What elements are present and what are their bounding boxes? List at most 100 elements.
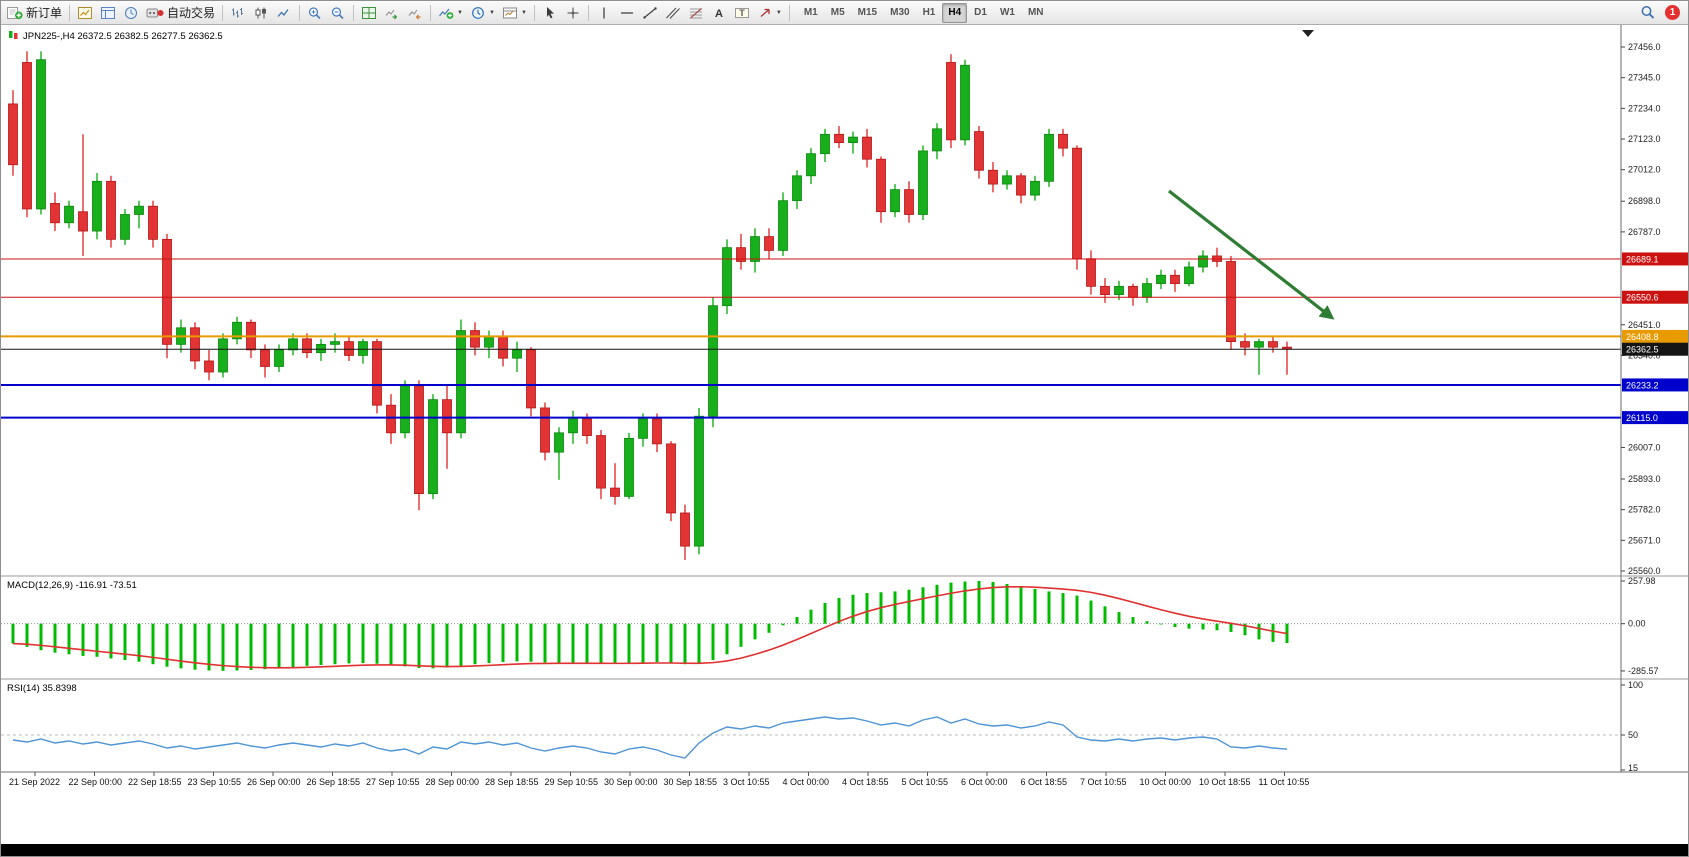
candle — [50, 192, 60, 232]
candle-body — [1016, 175, 1026, 196]
candle-body — [1184, 266, 1194, 284]
time-axis[interactable] — [1, 772, 1621, 794]
chevron-down-icon: ▼ — [488, 9, 495, 16]
new-order-icon — [7, 6, 23, 19]
time-axis-label: 22 Sep 18:55 — [128, 777, 182, 787]
timeframe-button-mn[interactable]: MN — [1027, 7, 1044, 18]
candle-body — [764, 236, 774, 251]
candle — [1254, 338, 1264, 375]
time-axis-label: 10 Oct 18:55 — [1199, 777, 1251, 787]
timeframe-button-h4[interactable]: H4 — [942, 2, 968, 23]
arrows-icon — [760, 8, 770, 17]
line-chart-icon — [277, 8, 289, 17]
candle-body — [722, 247, 732, 307]
candle-body — [1226, 261, 1236, 343]
line-chart-button[interactable] — [273, 3, 295, 23]
chart-area[interactable]: JPN225-,H4 26372.5 26382.5 26277.5 26362… — [1, 25, 1689, 857]
timeframe-button-m5[interactable]: M5 — [830, 7, 845, 18]
fibonacci-button[interactable] — [685, 3, 707, 23]
candle-body — [960, 64, 970, 141]
cursor-button[interactable] — [539, 3, 561, 23]
indicators-button[interactable]: ▼ — [435, 3, 466, 23]
candle — [708, 297, 718, 428]
chart-shift-button[interactable] — [404, 3, 426, 23]
chart-shift-marker[interactable] — [1302, 30, 1314, 37]
arrows-button[interactable]: ▼ — [754, 3, 785, 23]
candle-body — [1240, 341, 1250, 348]
price-badge-label: 26233.2 — [1626, 380, 1659, 390]
toolbar: 新订单 自动交易 ▼ ▼ ▼ A T ▼ — [1, 1, 1688, 25]
candle — [974, 126, 984, 179]
candle — [232, 316, 242, 345]
equidistant-channel-button[interactable] — [662, 3, 684, 23]
candle — [1044, 128, 1054, 187]
timeframe-button-w1[interactable]: W1 — [999, 7, 1015, 18]
text-button[interactable]: A — [708, 3, 730, 23]
timeframe-button-m1[interactable]: M1 — [803, 7, 818, 18]
crosshair-button[interactable] — [562, 3, 584, 23]
rsi-axis-tick-label: 50 — [1628, 730, 1638, 740]
svg-text:T: T — [739, 8, 745, 18]
candle — [64, 200, 74, 229]
tile-windows-button[interactable] — [358, 3, 380, 23]
data-window-button[interactable] — [97, 3, 119, 23]
candle-body — [1002, 175, 1012, 185]
horizontal-line-icon — [620, 11, 633, 14]
notification-badge[interactable]: 1 — [1665, 5, 1680, 20]
timeframe-button-m15[interactable]: M15 — [857, 7, 878, 18]
periods-button[interactable]: ▼ — [467, 3, 498, 23]
candle-body — [1100, 285, 1110, 296]
candle-body — [78, 211, 88, 232]
candle-body — [92, 180, 102, 232]
candle — [988, 161, 998, 193]
market-watch-button[interactable] — [74, 3, 96, 23]
zoom-in-button[interactable] — [304, 3, 326, 23]
auto-scroll-button[interactable] — [381, 3, 403, 23]
candle — [932, 123, 942, 160]
candle-body — [1044, 133, 1054, 182]
trendline-button[interactable] — [639, 3, 661, 23]
text-label-button[interactable]: T — [731, 3, 753, 23]
price-badge — [1622, 378, 1688, 392]
candle-body — [260, 349, 270, 367]
candle — [428, 394, 438, 500]
candle — [624, 432, 634, 500]
price-axis[interactable] — [1621, 25, 1689, 772]
candle — [260, 344, 270, 378]
candle-body — [1170, 274, 1180, 284]
search-icon — [1641, 6, 1655, 19]
search-button[interactable] — [1637, 3, 1659, 23]
toolbar-separator — [353, 4, 355, 21]
candle-body — [64, 205, 74, 224]
autotrading-button[interactable]: 自动交易 — [143, 3, 218, 23]
new-order-button[interactable]: 新订单 — [4, 3, 65, 23]
chart-shift-icon — [408, 9, 421, 19]
candle-body — [624, 437, 634, 497]
candle-body — [946, 62, 956, 141]
candle-body — [1058, 133, 1068, 149]
timeframe-button-h1[interactable]: H1 — [922, 7, 936, 18]
templates-button[interactable]: ▼ — [499, 3, 530, 23]
rsi-label: RSI(14) 35.8398 — [7, 683, 77, 694]
candlestick-button[interactable] — [250, 3, 272, 23]
price-axis-tick-label: 26898.0 — [1628, 196, 1661, 206]
terminal-button[interactable] — [120, 3, 142, 23]
price-axis-tick-label: 27012.0 — [1628, 165, 1661, 175]
timeframe-button-m30[interactable]: M30 — [890, 7, 910, 18]
equidistant-channel-icon — [666, 7, 680, 19]
candle — [386, 394, 396, 444]
candle — [442, 385, 452, 469]
candle-body — [162, 238, 172, 345]
candle — [358, 338, 368, 364]
vertical-line-button[interactable] — [593, 3, 615, 23]
candlestick-icon — [255, 7, 267, 18]
timeframe-button-d1[interactable]: D1 — [974, 7, 987, 18]
zoom-out-button[interactable] — [327, 3, 349, 23]
candle-body — [932, 128, 942, 152]
candle-body — [1156, 274, 1166, 284]
trend-arrow[interactable] — [1168, 189, 1335, 320]
price-badge — [1622, 290, 1688, 304]
bar-chart-button[interactable] — [227, 3, 249, 23]
horizontal-line-button[interactable] — [616, 3, 638, 23]
bottom-black-bar — [1, 844, 1688, 856]
